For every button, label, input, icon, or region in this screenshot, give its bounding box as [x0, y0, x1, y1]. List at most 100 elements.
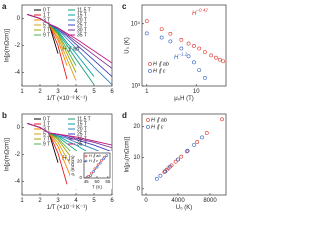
legend-swatch: [148, 62, 152, 66]
legend-label: 20 T: [77, 126, 87, 132]
data-point: [192, 44, 196, 48]
legend-label: 7 T: [43, 27, 50, 33]
figure: 1 2 3 4 5 6-4-201/T (×10⁻³ K⁻¹)ln[ρ(mΩcm)]aH …: [2, 2, 227, 211]
annotation: H−1.2: [174, 52, 188, 61]
legend-label: H ∥ ab: [153, 60, 169, 67]
x-tick-label: 2: [38, 89, 42, 95]
y-tick-label: -4: [15, 70, 21, 76]
data-point: [163, 169, 168, 174]
x-tick-label: 50: [94, 179, 100, 184]
legend-label: 11.5 T: [77, 116, 91, 122]
y-tick-label: -2: [15, 43, 21, 49]
legend-label: 3 T: [43, 126, 50, 132]
annotation: H−0.42: [192, 8, 208, 17]
legend-label: 0 T: [43, 7, 50, 13]
data-point: [204, 131, 209, 135]
x-tick-label: 1: [20, 89, 24, 95]
legend-label: 20 T: [77, 17, 87, 23]
legend-label: 5 T: [43, 22, 50, 28]
y-tick-label: -2: [15, 152, 21, 158]
legend-label: 7 T: [43, 136, 50, 142]
legend-swatch: [148, 69, 152, 73]
legend-label: 30 T: [77, 136, 87, 142]
data-point: [209, 53, 214, 58]
data-point: [87, 175, 90, 178]
data-point: [93, 167, 97, 171]
y-tick-label: -4: [15, 179, 21, 185]
y-tick-label: 0: [79, 175, 82, 180]
legend-label: 30 T: [77, 27, 87, 33]
panel: 45 50 55 0 20 T (K) ρ (mΩcm) H ∥ abH ∥ c: [70, 151, 112, 190]
legend-swatch: [146, 118, 150, 122]
legend-label: H ∥ ab: [89, 153, 101, 158]
x-axis-label: 1/T (×10⁻³ K⁻¹): [47, 205, 87, 211]
panel-label: c: [122, 2, 127, 11]
data-point: [100, 159, 103, 162]
legend-label: 15 T: [77, 12, 87, 18]
x-tick-label: 6: [110, 198, 114, 204]
x-tick-label: 1: [145, 89, 149, 95]
annotation-base: H: [192, 11, 197, 17]
data-point: [200, 135, 204, 140]
annotation-exponent: −0.42: [196, 8, 208, 13]
x-tick-label: 4: [74, 89, 78, 95]
data-point: [144, 19, 149, 24]
data-point: [154, 176, 159, 181]
y-tick-label: 20: [133, 124, 140, 130]
x-tick-label: 55: [105, 179, 111, 184]
data-point: [168, 164, 172, 169]
x-tick-label: 5: [92, 89, 96, 95]
data-point: [186, 54, 191, 59]
data-point: [214, 55, 218, 60]
legend-swatch: [84, 159, 88, 163]
data-point: [195, 140, 200, 144]
x-axis-label: U₀ (K): [176, 205, 193, 211]
x-tick-label: 6: [110, 89, 114, 95]
legend-label: 25 T: [77, 22, 87, 28]
y-axis-label: U₀ (K): [125, 37, 131, 54]
legend-label: 3 T: [43, 17, 50, 23]
x-tick-label: 3: [56, 198, 60, 204]
y-axis-label: ρ (mΩcm): [70, 155, 75, 175]
data-line: [27, 123, 113, 146]
panel-label: b: [2, 111, 7, 120]
legend-label: 35 T: [77, 141, 87, 147]
legend-swatch: [146, 125, 150, 129]
plot-frame: [141, 113, 227, 196]
legend-label: H ∥ c: [153, 67, 166, 74]
y-tick-label: 10³: [131, 84, 140, 90]
y-tick-label: 10: [133, 155, 140, 161]
legend-label: H ∥ c: [89, 158, 98, 163]
data-point: [221, 59, 226, 64]
legend-label: 1 T: [43, 121, 50, 127]
data-point: [192, 60, 196, 65]
data-point: [95, 165, 99, 169]
data-point: [179, 154, 184, 159]
data-point: [176, 157, 180, 162]
data-point: [96, 163, 100, 166]
legend-label: 1 T: [43, 12, 50, 18]
y-tick-label: 0: [17, 125, 21, 131]
legend-label: 15 T: [77, 121, 87, 127]
x-tick-label: 10: [193, 89, 200, 95]
x-tick-label: 5: [92, 198, 96, 204]
panel-label: d: [122, 111, 127, 120]
data-point: [220, 117, 224, 122]
inset-background: [70, 151, 112, 189]
data-point: [203, 50, 207, 55]
x-tick-label: 3: [56, 89, 60, 95]
data-point: [89, 174, 92, 177]
data-point: [185, 148, 190, 153]
data-point: [92, 170, 96, 173]
data-point: [102, 157, 105, 161]
data-point: [98, 161, 102, 165]
legend-label: 0 T: [43, 116, 50, 122]
annotation: H ∥ ab: [62, 46, 80, 53]
x-tick-label: 0: [144, 198, 148, 204]
y-axis-label: ln[ρ(mΩcm)]: [5, 138, 11, 171]
data-point: [197, 68, 202, 73]
x-axis-label: T (K): [92, 185, 102, 190]
data-point: [159, 27, 164, 32]
y-axis-label: ln[ρ(mΩcm)]: [5, 29, 11, 62]
data-point: [197, 46, 202, 51]
